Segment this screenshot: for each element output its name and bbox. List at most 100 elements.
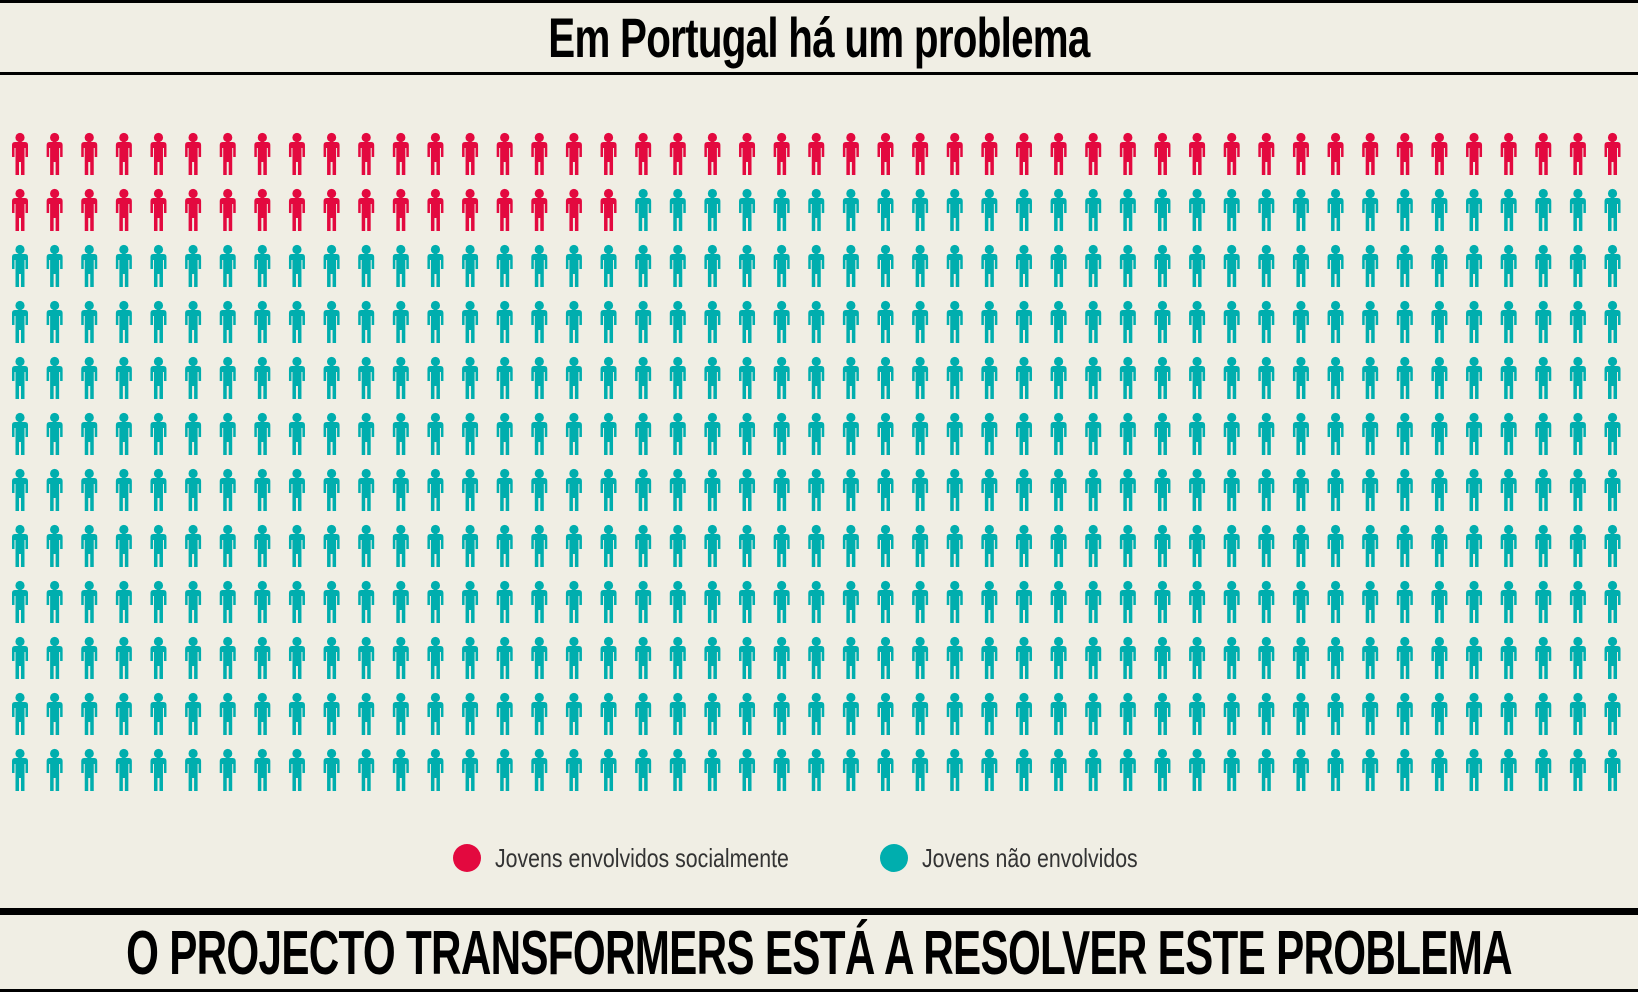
person-icon-not-engaged xyxy=(1189,356,1206,399)
person-icon-not-engaged xyxy=(773,244,790,287)
person-icon-not-engaged xyxy=(358,356,375,399)
person-icon-engaged xyxy=(635,132,652,175)
person-icon-not-engaged xyxy=(669,580,686,623)
person-icon-not-engaged xyxy=(808,188,825,231)
person-icon-not-engaged xyxy=(842,636,859,679)
person-icon-not-engaged xyxy=(1604,188,1621,231)
person-icon-not-engaged xyxy=(981,580,998,623)
person-icon-not-engaged xyxy=(1500,636,1517,679)
person-icon-not-engaged xyxy=(115,300,132,343)
person-icon-not-engaged xyxy=(912,636,929,679)
person-icon-not-engaged xyxy=(1604,412,1621,455)
legend-label-engaged: Jovens envolvidos socialmente xyxy=(495,842,790,873)
person-icon-not-engaged xyxy=(565,692,582,735)
person-icon-not-engaged xyxy=(1223,524,1240,567)
person-icon-not-engaged xyxy=(1119,356,1136,399)
person-icon-not-engaged xyxy=(427,412,444,455)
person-icon-not-engaged xyxy=(496,412,513,455)
person-icon-not-engaged xyxy=(1050,468,1067,511)
person-icon-not-engaged xyxy=(1292,468,1309,511)
person-icon-not-engaged xyxy=(1292,412,1309,455)
person-icon-not-engaged xyxy=(1604,244,1621,287)
person-icon-not-engaged xyxy=(219,468,236,511)
person-icon-not-engaged xyxy=(1223,692,1240,735)
person-icon-engaged xyxy=(115,188,132,231)
person-icon-not-engaged xyxy=(565,300,582,343)
person-icon-not-engaged xyxy=(1292,188,1309,231)
person-icon-not-engaged xyxy=(1396,188,1413,231)
person-icon-not-engaged xyxy=(392,244,409,287)
person-icon-not-engaged xyxy=(323,468,340,511)
person-icon-not-engaged xyxy=(1604,468,1621,511)
person-icon-not-engaged xyxy=(1223,468,1240,511)
person-icon-not-engaged xyxy=(323,356,340,399)
person-icon-not-engaged xyxy=(12,412,28,455)
person-icon-not-engaged xyxy=(808,748,825,791)
person-icon-not-engaged xyxy=(842,188,859,231)
person-icon-not-engaged xyxy=(1189,244,1206,287)
person-icon-not-engaged xyxy=(1327,636,1344,679)
person-icon-not-engaged xyxy=(808,468,825,511)
person-icon-not-engaged xyxy=(808,356,825,399)
person-icon-not-engaged xyxy=(1466,356,1483,399)
person-icon-not-engaged xyxy=(358,524,375,567)
person-icon-not-engaged xyxy=(669,636,686,679)
person-icon-not-engaged xyxy=(739,356,756,399)
person-icon-not-engaged xyxy=(669,188,686,231)
person-icon-not-engaged xyxy=(946,636,963,679)
person-icon-not-engaged xyxy=(1292,636,1309,679)
person-icon-not-engaged xyxy=(1258,188,1275,231)
person-icon-engaged xyxy=(842,132,859,175)
person-icon-engaged xyxy=(462,132,479,175)
person-icon-not-engaged xyxy=(1396,524,1413,567)
person-icon-not-engaged xyxy=(1292,300,1309,343)
person-icon-engaged xyxy=(600,188,617,231)
person-icon-not-engaged xyxy=(704,412,721,455)
person-icon-not-engaged xyxy=(1154,468,1171,511)
person-icon-not-engaged xyxy=(12,524,28,567)
person-icon-not-engaged xyxy=(1189,412,1206,455)
person-icon-not-engaged xyxy=(219,244,236,287)
person-icon-not-engaged xyxy=(1569,692,1586,735)
person-icon-not-engaged xyxy=(1223,412,1240,455)
person-icon-not-engaged xyxy=(1258,748,1275,791)
person-icon-not-engaged xyxy=(808,580,825,623)
person-icon-engaged xyxy=(323,188,340,231)
person-icon-not-engaged xyxy=(635,468,652,511)
person-icon-not-engaged xyxy=(1154,636,1171,679)
person-icon-not-engaged xyxy=(81,300,98,343)
person-icon-not-engaged xyxy=(358,580,375,623)
person-icon-not-engaged xyxy=(81,692,98,735)
person-icon-not-engaged xyxy=(288,580,305,623)
person-icon-not-engaged xyxy=(1362,188,1379,231)
person-icon-not-engaged xyxy=(185,300,202,343)
person-icon-not-engaged xyxy=(1569,356,1586,399)
person-icon-not-engaged xyxy=(946,692,963,735)
person-icon-not-engaged xyxy=(1189,188,1206,231)
person-icon-engaged xyxy=(12,132,28,175)
person-icon-not-engaged xyxy=(1292,244,1309,287)
person-icon-not-engaged xyxy=(115,244,132,287)
person-icon-not-engaged xyxy=(1189,524,1206,567)
page-title: Em Portugal há um problema xyxy=(548,6,1090,69)
person-icon-not-engaged xyxy=(704,300,721,343)
person-icon-not-engaged xyxy=(981,468,998,511)
footer-banner: O PROJECTO TRANSFORMERS ESTÁ A RESOLVER … xyxy=(0,908,1638,992)
person-icon-engaged xyxy=(531,188,548,231)
person-icon-not-engaged xyxy=(1535,748,1552,791)
person-icon-not-engaged xyxy=(46,692,63,735)
person-icon-engaged xyxy=(1223,132,1240,175)
person-icon-not-engaged xyxy=(565,748,582,791)
person-icon-engaged xyxy=(150,132,167,175)
person-icon-not-engaged xyxy=(531,300,548,343)
person-icon-not-engaged xyxy=(1258,692,1275,735)
person-icon-not-engaged xyxy=(1396,636,1413,679)
person-icon-not-engaged xyxy=(1396,244,1413,287)
person-icon-not-engaged xyxy=(946,524,963,567)
person-icon-not-engaged xyxy=(1431,188,1448,231)
person-icon-not-engaged xyxy=(531,748,548,791)
legend-item-not-engaged: Jovens não envolvidos xyxy=(879,843,1185,874)
person-icon-not-engaged xyxy=(12,692,28,735)
person-icon-not-engaged xyxy=(12,468,28,511)
person-icon-not-engaged xyxy=(1362,244,1379,287)
